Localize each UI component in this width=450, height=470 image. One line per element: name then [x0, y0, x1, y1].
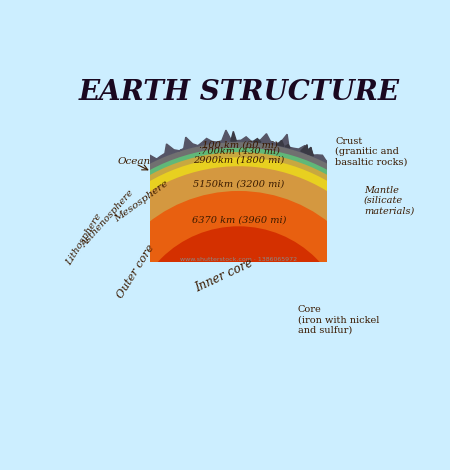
Polygon shape	[301, 145, 308, 154]
Polygon shape	[306, 150, 314, 156]
Wedge shape	[60, 157, 417, 336]
Text: Lithosphere: Lithosphere	[64, 212, 104, 266]
Text: .100 km (60 mi): .100 km (60 mi)	[199, 141, 278, 150]
Text: Mantle
(silicate
materials): Mantle (silicate materials)	[364, 186, 414, 215]
Text: Ocean: Ocean	[117, 157, 150, 165]
Text: Mesosphere: Mesosphere	[112, 179, 170, 224]
Text: Outer core: Outer core	[115, 243, 156, 300]
Polygon shape	[33, 130, 442, 318]
Text: 6370 km (3960 mi): 6370 km (3960 mi)	[192, 216, 286, 225]
Polygon shape	[422, 268, 427, 278]
Wedge shape	[55, 152, 423, 336]
Polygon shape	[126, 166, 135, 176]
Polygon shape	[336, 164, 343, 171]
Polygon shape	[358, 176, 366, 186]
Wedge shape	[129, 226, 348, 336]
Text: Asthenosphere: Asthenosphere	[80, 188, 136, 249]
Text: Crust
(granitic and
basaltic rocks): Crust (granitic and basaltic rocks)	[335, 137, 408, 167]
Polygon shape	[253, 139, 261, 142]
Text: 2900km (1800 mi): 2900km (1800 mi)	[193, 155, 284, 164]
Polygon shape	[78, 219, 83, 223]
Polygon shape	[305, 147, 313, 156]
Text: Core
(iron with nickel
and sulfur): Core (iron with nickel and sulfur)	[298, 305, 379, 335]
Polygon shape	[277, 141, 284, 146]
Polygon shape	[231, 132, 236, 141]
Text: 5150km (3200 mi): 5150km (3200 mi)	[193, 180, 284, 189]
Wedge shape	[94, 191, 383, 336]
Wedge shape	[50, 148, 427, 336]
Wedge shape	[69, 166, 408, 336]
Polygon shape	[374, 195, 378, 199]
Text: EARTH STRUCTURE: EARTH STRUCTURE	[78, 79, 399, 106]
Text: .700km (430 mi): .700km (430 mi)	[198, 146, 279, 155]
Wedge shape	[45, 141, 433, 336]
Polygon shape	[334, 163, 339, 169]
Text: www.shutterstock.com · 1386065972: www.shutterstock.com · 1386065972	[180, 257, 297, 262]
Polygon shape	[285, 144, 290, 148]
Text: Inner core: Inner core	[194, 257, 256, 295]
